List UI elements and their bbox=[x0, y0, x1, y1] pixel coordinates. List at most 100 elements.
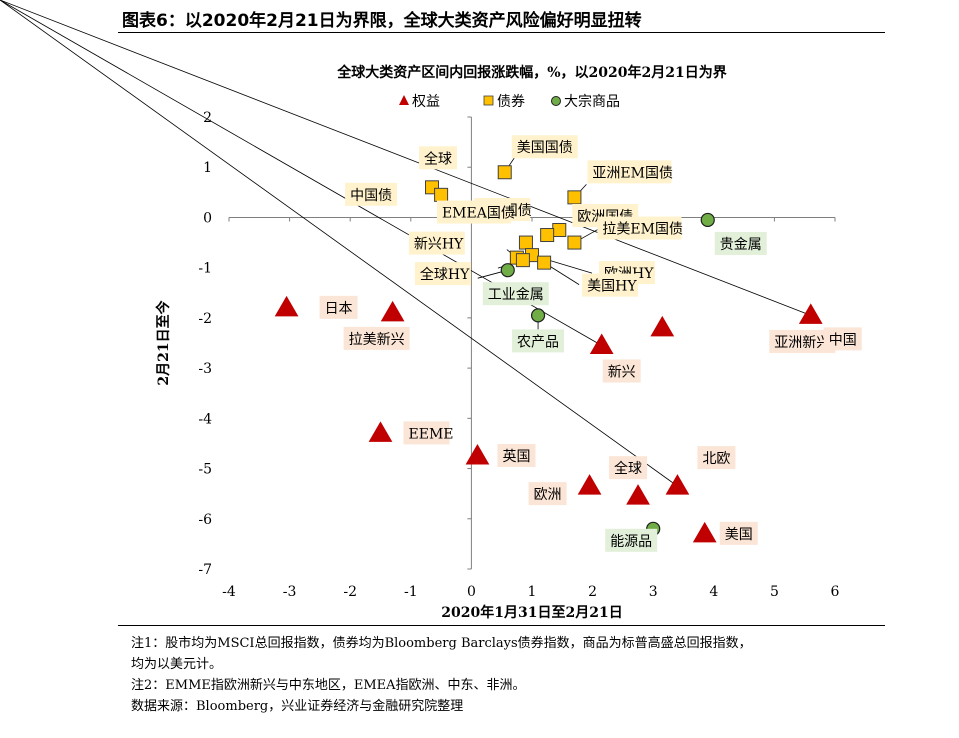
label-box bbox=[343, 326, 410, 350]
data-label: 农产品 bbox=[512, 329, 565, 353]
legend-square-icon bbox=[483, 95, 494, 106]
label-box bbox=[511, 135, 578, 159]
label-text: 北欧 bbox=[702, 451, 730, 467]
label-text: 能源品 bbox=[610, 534, 652, 550]
label-box bbox=[582, 273, 639, 297]
label-text: 美国HY bbox=[587, 279, 637, 295]
data-label: EEME bbox=[403, 421, 454, 445]
data-label: 亚洲新兴 bbox=[769, 329, 836, 353]
y-tick-label: -1 bbox=[198, 261, 212, 277]
y-tick-label: -4 bbox=[198, 411, 212, 427]
notes: 注1：股市均为MSCI总回报指数，债券均为Bloomberg Barclays债… bbox=[131, 633, 871, 717]
label-box bbox=[602, 359, 641, 383]
label-box bbox=[609, 456, 648, 480]
data-label: 新兴 bbox=[602, 359, 641, 383]
data-label: 欧洲 bbox=[528, 482, 567, 506]
leader-line bbox=[0, 0, 678, 487]
label-box bbox=[719, 521, 758, 545]
note-2: 注2：EMME指欧洲新兴与中东地区，EMEA指欧洲、中东、非洲。 bbox=[131, 678, 526, 693]
label-box bbox=[482, 282, 549, 306]
label-box bbox=[414, 262, 471, 286]
legend-item: 债券 bbox=[483, 94, 525, 110]
data-label: 工业金属 bbox=[482, 282, 549, 306]
point-square bbox=[518, 235, 533, 250]
point-triangle bbox=[368, 421, 393, 442]
label-box bbox=[512, 329, 565, 353]
point-square bbox=[567, 235, 582, 250]
point-circle bbox=[500, 263, 515, 278]
label-text: 新兴 bbox=[608, 365, 636, 381]
label-text: 贵金属 bbox=[720, 237, 762, 253]
point-square bbox=[434, 187, 449, 202]
y-tick-label: 1 bbox=[203, 160, 212, 176]
data-label: 美国 bbox=[719, 521, 758, 545]
note-1-cont: 均为以美元计。 bbox=[131, 657, 223, 672]
tick-labels: -4 -3 -2 -1 0 1 2 3 4 5 6 2 1 0 -1 -2 -3 -4 -5 -6 -7 bbox=[198, 110, 839, 600]
label-text: 农产品 bbox=[517, 334, 559, 350]
label-text: 日本 bbox=[325, 301, 353, 317]
point-circle bbox=[530, 308, 546, 323]
point-square bbox=[552, 223, 567, 237]
point-circle bbox=[700, 212, 715, 228]
legend-label: 大宗商品 bbox=[564, 94, 620, 110]
data-label: 北欧 bbox=[697, 446, 736, 470]
legend-circle-icon bbox=[551, 96, 561, 106]
label-text: EMEA国债 bbox=[442, 206, 515, 222]
label-box bbox=[419, 146, 458, 170]
label-box bbox=[528, 482, 567, 506]
y-tick-label: -6 bbox=[198, 512, 212, 528]
label-box bbox=[403, 421, 450, 445]
data-label: 能源品 bbox=[605, 528, 658, 552]
data-label: 全球 bbox=[609, 456, 648, 480]
label-box bbox=[587, 160, 672, 184]
point-triangle bbox=[274, 295, 299, 317]
point-triangle bbox=[589, 333, 614, 355]
label-box bbox=[597, 216, 682, 240]
label-text: 工业金属 bbox=[488, 287, 544, 303]
y-tick-label: -3 bbox=[198, 361, 212, 377]
point-triangle bbox=[692, 521, 717, 543]
x-tick-label: 6 bbox=[831, 584, 840, 600]
point-triangle bbox=[798, 303, 823, 324]
data-label: 新兴HY bbox=[408, 231, 465, 255]
data-label: 中国债 bbox=[345, 182, 398, 206]
x-tick-label: 5 bbox=[770, 584, 779, 600]
label-text: 中国 bbox=[829, 332, 857, 348]
point-triangle bbox=[665, 474, 690, 495]
label-text: 欧洲 bbox=[534, 487, 562, 503]
label-box bbox=[345, 182, 398, 206]
legend-item: 大宗商品 bbox=[551, 94, 620, 110]
label-text: 全球HY bbox=[420, 266, 470, 283]
legend-item: 权益 bbox=[399, 94, 440, 110]
data-label: 拉美EM国债 bbox=[597, 216, 683, 240]
scatter-chart: 全球大类资产区间内回报涨跌幅，%，以2020年2月21日为界 权益 债券 大宗商品 … bbox=[0, 0, 862, 621]
point-triangle bbox=[650, 315, 675, 337]
label-text: 拉美新兴 bbox=[349, 332, 405, 348]
legend-label: 权益 bbox=[412, 94, 440, 110]
label-box bbox=[436, 200, 511, 224]
data-label: 亚洲EM国债 bbox=[587, 160, 673, 184]
data-label: 全球 bbox=[419, 146, 458, 170]
chart-title: 全球大类资产区间内回报涨跌幅，%，以2020年2月21日为界 bbox=[336, 64, 727, 81]
x-tick-label: 3 bbox=[649, 584, 658, 600]
x-tick-label: 0 bbox=[467, 584, 476, 600]
leader-line bbox=[0, 0, 811, 316]
data-label: 英国 bbox=[497, 444, 536, 467]
label-box bbox=[769, 329, 836, 353]
label-text: 全球 bbox=[614, 460, 642, 477]
y-tick-label: -7 bbox=[198, 562, 212, 578]
y-tick-label: 0 bbox=[203, 210, 212, 226]
point-square bbox=[567, 190, 582, 205]
point-square bbox=[540, 228, 555, 243]
label-text: 中国债 bbox=[350, 188, 392, 204]
y-tick-label: -5 bbox=[198, 462, 212, 478]
x-tick-label: -1 bbox=[404, 584, 418, 600]
data-label: EMEA国债 bbox=[436, 200, 515, 224]
x-tick-label: -3 bbox=[283, 584, 297, 600]
y-axis-label: 2月21日至今 bbox=[155, 300, 172, 385]
point-triangle bbox=[626, 484, 650, 505]
point-triangle bbox=[577, 474, 602, 495]
point-square bbox=[515, 253, 530, 268]
label-box bbox=[408, 231, 465, 255]
